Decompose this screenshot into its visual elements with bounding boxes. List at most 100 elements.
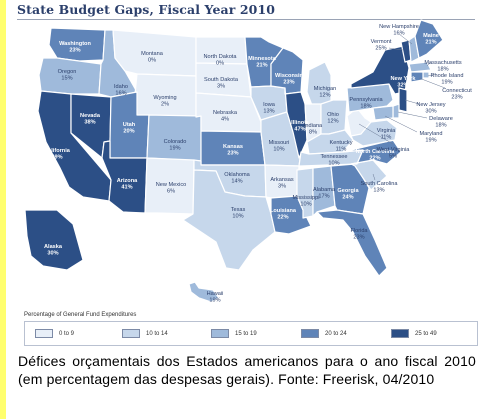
state-value-indiana: 8% bbox=[309, 130, 317, 136]
state-value-delaware: 18% bbox=[435, 123, 446, 129]
state-massachusetts bbox=[408, 61, 432, 73]
state-name-illinois: Illinois bbox=[291, 120, 309, 126]
state-name-tennessee: Tennessee bbox=[320, 154, 347, 160]
state-name-minnesota: Minnesota bbox=[248, 56, 277, 62]
state-name-louisiana: Louisiana bbox=[270, 208, 297, 214]
state-colorado bbox=[146, 114, 202, 162]
leader-line-west-virginia bbox=[358, 123, 394, 145]
state-name-delaware: Delaware bbox=[429, 116, 453, 122]
legend-label: 15 to 19 bbox=[235, 330, 257, 337]
state-value-pennsylvania: 18% bbox=[360, 104, 371, 110]
leader-line-rhode-island bbox=[427, 73, 436, 77]
legend-swatch bbox=[211, 329, 229, 338]
state-name-north-dakota: North Dakota bbox=[204, 54, 238, 60]
state-name-mississippi: Mississippi bbox=[292, 195, 319, 201]
state-name-hawaii: Hawaii bbox=[207, 291, 224, 297]
state-value-new-jersey: 30% bbox=[425, 109, 436, 115]
state-maryland bbox=[372, 105, 394, 121]
state-value-kansas: 23% bbox=[227, 151, 238, 157]
state-new-jersey bbox=[398, 87, 408, 113]
state-value-louisiana: 22% bbox=[277, 215, 288, 221]
state-name-new-hampshire: New Hampshire bbox=[379, 24, 419, 30]
legend-item-15-to-19: 15 to 19 bbox=[211, 329, 257, 338]
state-value-oklahoma: 14% bbox=[231, 179, 242, 185]
state-name-texas: Texas bbox=[231, 207, 246, 213]
state-name-virginia: Virginia bbox=[377, 128, 396, 134]
legend-swatch bbox=[122, 329, 140, 338]
state-name-florida: Florida bbox=[350, 228, 368, 234]
state-value-idaho: 16% bbox=[115, 91, 126, 97]
leader-line-maryland bbox=[384, 115, 418, 133]
state-michigan bbox=[306, 61, 332, 109]
state-value-tennessee: 10% bbox=[328, 161, 339, 167]
state-name-nebraska: Nebraska bbox=[213, 110, 238, 116]
leader-line-connecticut bbox=[418, 77, 446, 89]
state-value-mississippi: 10% bbox=[300, 202, 311, 208]
state-value-rhode-island: 19% bbox=[441, 80, 452, 86]
state-value-hawaii: 19% bbox=[209, 298, 220, 304]
state-value-oregon: 15% bbox=[61, 76, 72, 82]
state-name-wisconsin: Wisconsin bbox=[275, 73, 304, 79]
state-illinois bbox=[284, 87, 308, 159]
state-value-wyoming: 2% bbox=[161, 102, 169, 108]
state-value-utah: 20% bbox=[123, 129, 134, 135]
state-value-ohio: 12% bbox=[327, 119, 338, 125]
leader-line-south-carolina bbox=[372, 173, 376, 181]
legend-label: 20 to 24 bbox=[325, 330, 347, 337]
state-value-new-york: 32% bbox=[397, 83, 408, 89]
yellow-side-bar bbox=[0, 0, 6, 419]
state-value-florida: 23% bbox=[353, 235, 364, 241]
state-value-minnesota: 21% bbox=[256, 63, 267, 69]
state-name-alaska: Alaska bbox=[44, 244, 63, 250]
state-name-oregon: Oregon bbox=[58, 69, 77, 75]
state-value-kentucky: 11% bbox=[336, 147, 347, 153]
state-value-missouri: 10% bbox=[273, 147, 284, 153]
us-states-map: Washington23%Oregon15%California49%Nevad… bbox=[24, 19, 472, 304]
state-value-iowa: 13% bbox=[263, 109, 274, 115]
legend-item-25-to-49: 25 to 49 bbox=[391, 329, 437, 338]
state-value-massachusetts: 18% bbox=[437, 67, 448, 73]
legend-box: 0 to 9 10 to 14 15 to 19 20 to 24 25 to … bbox=[24, 321, 478, 346]
state-value-south-carolina: 13% bbox=[373, 188, 384, 194]
state-hawaii bbox=[188, 281, 220, 303]
state-name-kansas: Kansas bbox=[223, 144, 243, 150]
state-name-rhode-island: Rhode Island bbox=[431, 73, 464, 79]
state-name-indiana: Indiana bbox=[304, 123, 323, 129]
state-name-south-dakota: South Dakota bbox=[204, 77, 239, 83]
state-name-idaho: Idaho bbox=[114, 84, 128, 90]
state-value-nevada: 38% bbox=[84, 120, 95, 126]
state-value-virginia: 11% bbox=[381, 135, 392, 141]
state-value-alabama: 17% bbox=[318, 194, 329, 200]
state-name-new-jersey: New Jersey bbox=[416, 102, 445, 108]
state-value-washington: 23% bbox=[69, 48, 80, 54]
state-arizona bbox=[101, 140, 148, 214]
state-value-new-hampshire: 16% bbox=[393, 31, 404, 37]
state-name-washington: Washington bbox=[59, 41, 91, 47]
legend-item-10-to-14: 10 to 14 bbox=[122, 329, 168, 338]
state-name-arkansas: Arkansas bbox=[270, 177, 294, 183]
state-value-colorado: 19% bbox=[169, 146, 180, 152]
map-title: State Budget Gaps, Fiscal Year 2010 bbox=[17, 2, 276, 17]
state-name-new-york: New York bbox=[391, 76, 417, 82]
leader-line-vermont bbox=[388, 47, 404, 51]
leader-line-new-jersey bbox=[404, 99, 420, 105]
state-name-montana: Montana bbox=[141, 51, 164, 57]
state-name-maine: Maine bbox=[423, 33, 439, 39]
state-value-alaska: 30% bbox=[47, 251, 58, 257]
state-value-new-mexico: 6% bbox=[167, 189, 175, 195]
state-name-michigan: Michigan bbox=[314, 86, 336, 92]
legend-swatch bbox=[35, 329, 53, 338]
state-name-arizona: Arizona bbox=[117, 178, 138, 184]
state-value-connecticut: 23% bbox=[451, 95, 462, 101]
state-name-wyoming: Wyoming bbox=[153, 95, 176, 101]
state-name-iowa: Iowa bbox=[263, 102, 276, 108]
state-name-missouri: Missouri bbox=[269, 140, 290, 146]
state-maine bbox=[414, 19, 444, 59]
state-name-south-carolina: South Carolina bbox=[360, 181, 398, 187]
state-value-montana: 0% bbox=[148, 58, 156, 64]
state-name-north-carolina: North Carolina bbox=[356, 149, 396, 155]
legend-item-0-to-9: 0 to 9 bbox=[35, 329, 74, 338]
state-new-york bbox=[350, 45, 410, 95]
state-connecticut bbox=[410, 71, 424, 83]
state-name-kentucky: Kentucky bbox=[329, 140, 352, 146]
